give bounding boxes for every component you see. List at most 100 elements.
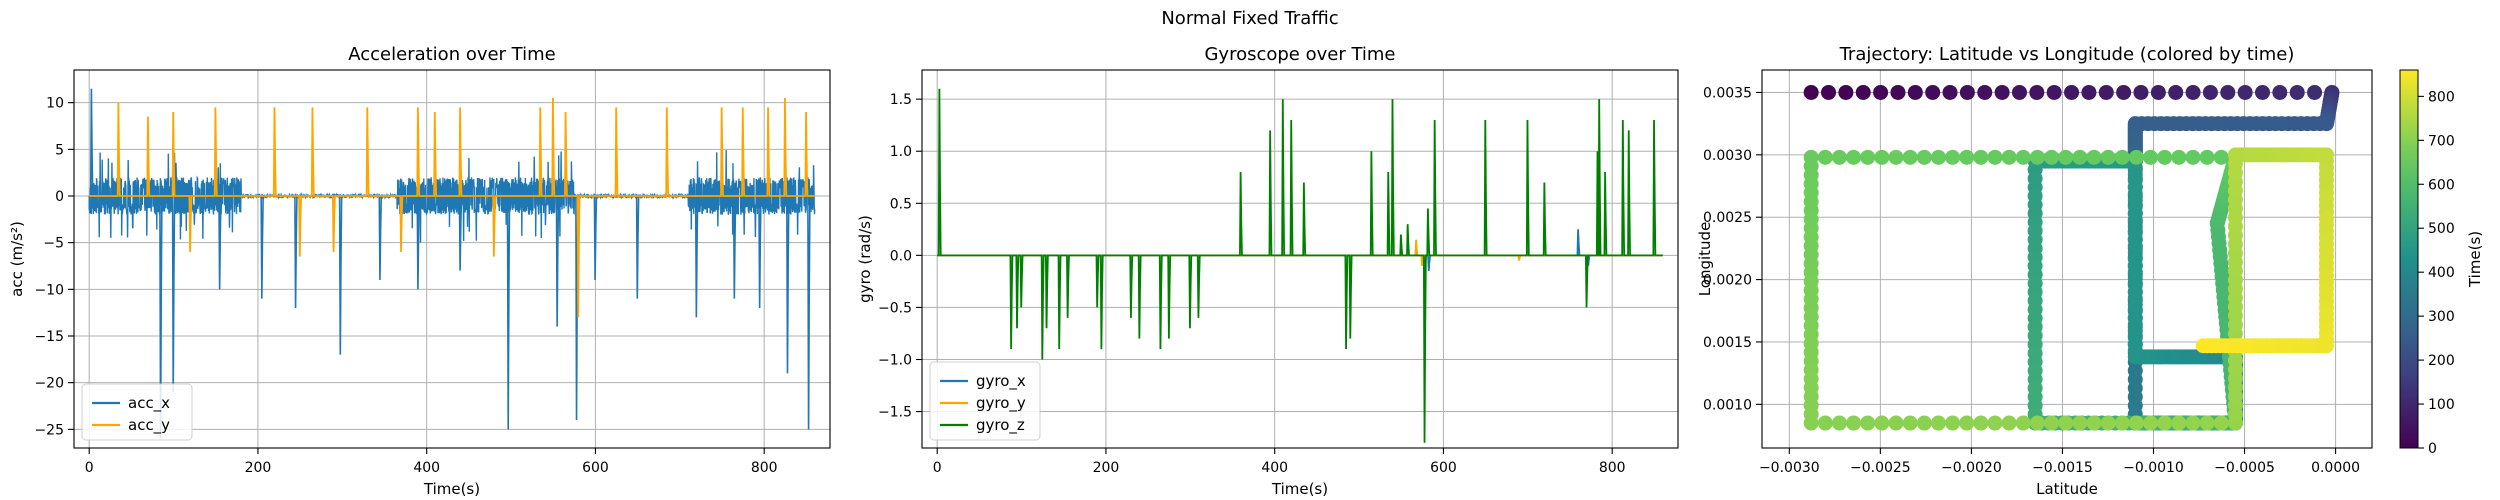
trajectory-point [2128, 149, 2144, 165]
trajectory-point [1959, 84, 1975, 100]
y-tick-label: 0.0025 [1703, 210, 1752, 226]
trajectory-point [2072, 149, 2088, 165]
trajectory-point [1977, 84, 1993, 100]
y-axis-label: acc (m/s²) [8, 221, 26, 297]
trajectory-point [2171, 415, 2187, 431]
trajectory-point [2114, 415, 2130, 431]
colorbar-tick-label: 100 [2428, 397, 2455, 413]
trajectory-point [2168, 84, 2184, 100]
trajectory-point [1959, 415, 1975, 431]
trajectory-point [2128, 415, 2144, 431]
trajectory-point [2255, 84, 2271, 100]
trajectory-point [2199, 149, 2215, 165]
colorbar-tick-label: 600 [2428, 177, 2455, 193]
legend-label: gyro_x [976, 372, 1026, 391]
trajectory-point [2029, 415, 2045, 431]
legend-label: acc_y [128, 416, 170, 435]
y-tick-label: −1.5 [878, 405, 912, 421]
x-tick-label: −0.0025 [1850, 460, 1911, 476]
trajectory-point [2307, 84, 2323, 100]
trajectory-point [1907, 84, 1923, 100]
trajectory-point [1942, 84, 1958, 100]
trajectory-point [1817, 415, 1833, 431]
y-tick-label: 0.0010 [1703, 397, 1752, 413]
trajectory-point [2237, 84, 2253, 100]
x-axis-label: Time(s) [1271, 480, 1328, 498]
x-tick-label: −0.0030 [1759, 460, 1820, 476]
trajectory-point [2171, 149, 2187, 165]
x-tick-label: −0.0005 [2214, 460, 2275, 476]
chart-title: Gyroscope over Time [1204, 44, 1395, 65]
trajectory-point [1803, 84, 1819, 100]
trajectory-point [2143, 415, 2159, 431]
trajectory-point [1890, 84, 1906, 100]
trajectory-point [1874, 415, 1890, 431]
colorbar-tick-label: 0 [2428, 441, 2437, 457]
trajectory-point [2143, 149, 2159, 165]
trajectory-point [1973, 149, 1989, 165]
y-axis-label: Longitude [1696, 222, 1714, 297]
plot-area [1803, 84, 2340, 431]
x-tick-label: 600 [582, 460, 609, 476]
y-tick-label: 0.0 [890, 248, 912, 264]
colorbar-tick-label: 400 [2428, 265, 2455, 281]
legend-label: gyro_z [976, 416, 1025, 435]
trajectory-point [2195, 338, 2211, 354]
trajectory-point [2072, 415, 2088, 431]
x-tick-label: 800 [1599, 460, 1626, 476]
trajectory-point [2081, 84, 2097, 100]
trajectory-point [1831, 149, 1847, 165]
y-tick-label: 0.5 [890, 196, 912, 212]
x-tick-label: 400 [413, 460, 440, 476]
trajectory-point [1902, 149, 1918, 165]
x-tick-label: 0.0000 [2311, 460, 2360, 476]
trajectory-point [2150, 84, 2166, 100]
trajectory-point [2133, 84, 2149, 100]
y-tick-label: −25 [34, 422, 64, 438]
plot-frame [1761, 69, 2373, 449]
colorbar-tick-label: 200 [2428, 353, 2455, 369]
y-tick-label: 1.0 [890, 144, 912, 160]
x-tick-label: 200 [1093, 460, 1120, 476]
trajectory-point [2185, 415, 2201, 431]
y-tick-label: 0 [55, 189, 64, 205]
x-tick-label: 600 [1430, 460, 1457, 476]
colorbar-label: Time(s) [2466, 231, 2484, 288]
y-axis-label: gyro (rad/s) [856, 215, 874, 303]
trajectory-point [1860, 149, 1876, 165]
x-tick-label: −0.0020 [1941, 460, 2002, 476]
trajectory-point [2011, 84, 2027, 100]
trajectory-point [1930, 415, 1946, 431]
trajectory-point [2272, 84, 2288, 100]
x-axis-label: Latitude [2036, 480, 2098, 498]
y-tick-label: −20 [34, 376, 64, 392]
trajectory-point [1860, 415, 1876, 431]
trajectory-point [1873, 84, 1889, 100]
colorbar-tick-label: 300 [2428, 309, 2455, 325]
trajectory-point [1803, 415, 1819, 431]
trajectory-point [2199, 415, 2215, 431]
trajectory-point [2220, 84, 2236, 100]
y-tick-label: −5 [43, 236, 64, 252]
gyro-z-line [937, 88, 1663, 443]
plot-frame [921, 69, 1679, 449]
x-axis-label: Time(s) [423, 480, 480, 498]
x-tick-label: 0 [933, 460, 942, 476]
y-tick-label: −1.0 [878, 352, 912, 368]
trajectory-point [1821, 84, 1837, 100]
figure-title: Normal Fixed Traffic [1161, 8, 1338, 29]
colorbar-tick-label: 800 [2428, 89, 2455, 105]
y-tick-label: 0.0035 [1703, 85, 1752, 101]
y-tick-label: −0.5 [878, 300, 912, 316]
y-tick-label: −10 [34, 282, 64, 298]
x-tick-label: 800 [751, 460, 778, 476]
trajectory-point [2157, 149, 2173, 165]
trajectory-point [1874, 149, 1890, 165]
y-tick-label: 0.0015 [1703, 335, 1752, 351]
trajectory-point [2202, 84, 2218, 100]
acc-y-line [89, 97, 815, 318]
trajectory-point [1987, 415, 2003, 431]
trajectory-point [2044, 415, 2060, 431]
y-tick-label: −15 [34, 329, 64, 345]
y-tick-label: 5 [55, 142, 64, 158]
